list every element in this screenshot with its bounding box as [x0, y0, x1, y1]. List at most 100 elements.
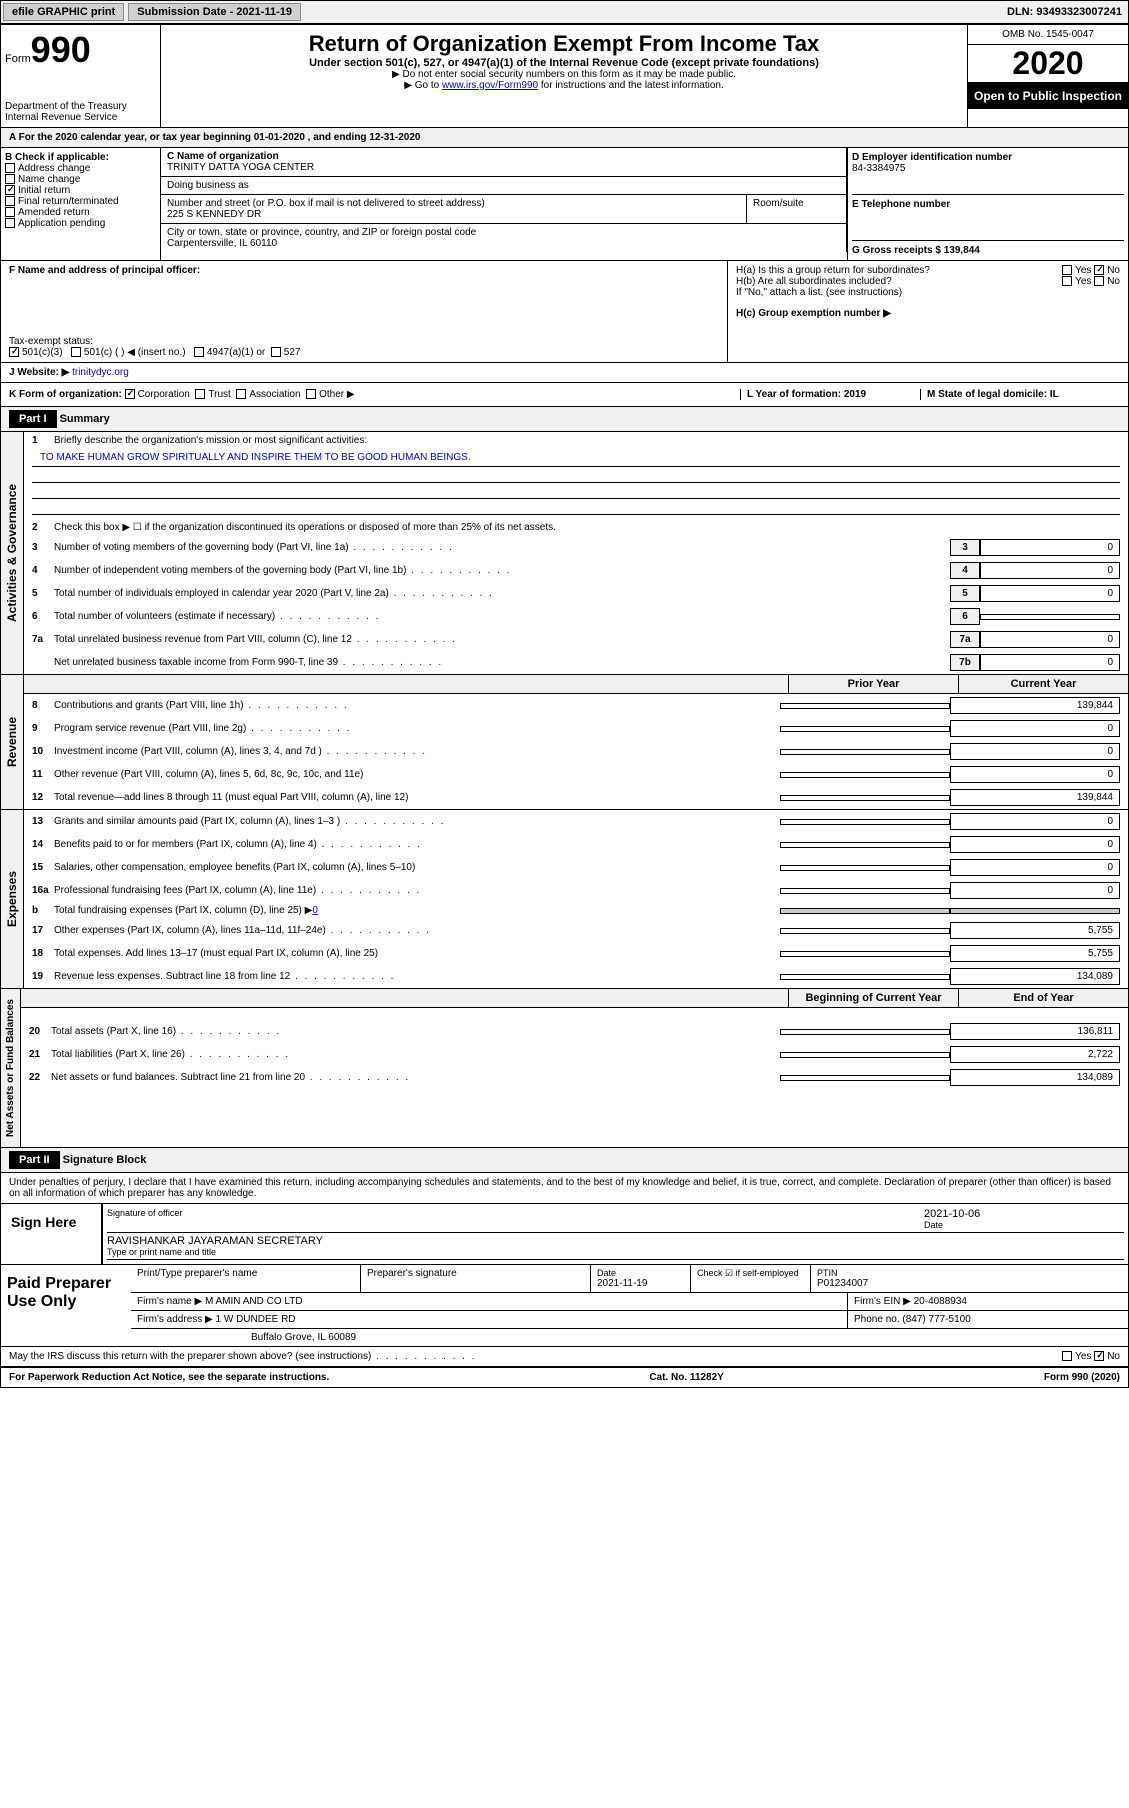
cv12: 139,844 [950, 789, 1120, 806]
d-label: D Employer identification number [852, 152, 1124, 163]
hb-yes-checkbox[interactable] [1062, 276, 1072, 286]
trust-label: Trust [208, 389, 230, 400]
part2-header: Part II Signature Block [1, 1148, 1128, 1173]
line22: Net assets or fund balances. Subtract li… [51, 1072, 780, 1083]
firm-addr2: Buffalo Grove, IL 60089 [131, 1329, 1128, 1346]
instr-post: for instructions and the latest informat… [538, 80, 724, 91]
firm-addr1: 1 W DUNDEE RD [216, 1314, 296, 1325]
501c3-checkbox[interactable] [9, 347, 19, 357]
val6 [980, 614, 1120, 620]
irs-text: Internal Revenue Service [5, 112, 156, 123]
app-pending-checkbox[interactable] [5, 218, 15, 228]
assoc-checkbox[interactable] [236, 389, 246, 399]
g-label: G Gross receipts $ 139,844 [852, 241, 1124, 256]
527-checkbox[interactable] [271, 347, 281, 357]
section-fh: F Name and address of principal officer:… [1, 261, 1128, 363]
governance-label: Activities & Governance [1, 432, 24, 674]
form-title: Return of Organization Exempt From Incom… [167, 31, 961, 57]
line8: Contributions and grants (Part VIII, lin… [54, 700, 780, 711]
hb-yes-label: Yes [1075, 276, 1091, 287]
org-name: TRINITY DATTA YOGA CENTER [167, 162, 840, 173]
instr-ssn: ▶ Do not enter social security numbers o… [167, 69, 961, 80]
other-checkbox[interactable] [306, 389, 316, 399]
net-assets-label: Net Assets or Fund Balances [1, 989, 21, 1147]
cv21: 2,722 [950, 1046, 1120, 1063]
name-change-label: Name change [18, 174, 80, 185]
sig-date-value: 2021-10-06 [924, 1208, 1124, 1220]
cv11: 0 [950, 766, 1120, 783]
prep-date: 2021-11-19 [597, 1278, 684, 1289]
form-label: Form [5, 53, 31, 65]
line14: Benefits paid to or for members (Part IX… [54, 839, 780, 850]
val5: 0 [980, 585, 1120, 602]
501c-checkbox[interactable] [71, 347, 81, 357]
part2-badge: Part II [9, 1151, 60, 1169]
footer: For Paperwork Reduction Act Notice, see … [1, 1368, 1128, 1387]
form990-link[interactable]: www.irs.gov/Form990 [442, 80, 538, 91]
final-return-checkbox[interactable] [5, 196, 15, 206]
revenue-label: Revenue [1, 675, 24, 809]
expenses-label: Expenses [1, 810, 24, 988]
m-label: M State of legal domicile: IL [920, 389, 1120, 400]
initial-return-checkbox[interactable] [5, 185, 15, 195]
submission-date-button[interactable]: Submission Date - 2021-11-19 [128, 3, 301, 21]
val7b: 0 [980, 654, 1120, 671]
501c3-label: 501(c)(3) [22, 347, 63, 358]
line19: Revenue less expenses. Subtract line 18 … [54, 971, 780, 982]
cv16a: 0 [950, 882, 1120, 899]
current-year-hdr: Current Year [958, 675, 1128, 693]
ha-yes-checkbox[interactable] [1062, 265, 1072, 275]
row-a: A For the 2020 calendar year, or tax yea… [1, 128, 1128, 148]
end-year-hdr: End of Year [958, 989, 1128, 1007]
k-label: K Form of organization: [9, 389, 122, 400]
ptin-value: P01234007 [817, 1278, 1122, 1289]
hb-no-checkbox[interactable] [1094, 276, 1104, 286]
j-label: J Website: ▶ [9, 367, 69, 378]
hb-no-label: No [1107, 276, 1120, 287]
line16b-val: 0 [312, 905, 318, 916]
line18: Total expenses. Add lines 13–17 (must eq… [54, 948, 780, 959]
ha-no-checkbox[interactable] [1094, 265, 1104, 275]
begin-year-hdr: Beginning of Current Year [788, 989, 958, 1007]
perjury-text: Under penalties of perjury, I declare th… [1, 1173, 1128, 1204]
part1-header: Part I Summary [1, 407, 1128, 432]
cv17: 5,755 [950, 922, 1120, 939]
ha-label: H(a) Is this a group return for subordin… [736, 265, 1062, 276]
discuss-yes-checkbox[interactable] [1062, 1351, 1072, 1361]
line1-label: Briefly describe the organization's miss… [54, 435, 1120, 446]
hb-note: If "No," attach a list. (see instruction… [736, 287, 1120, 298]
section-b: B Check if applicable: Address change Na… [1, 148, 1128, 261]
name-change-checkbox[interactable] [5, 174, 15, 184]
firm-name: M AMIN AND CO LTD [205, 1296, 303, 1307]
line6: Total number of volunteers (estimate if … [54, 611, 950, 622]
line20: Total assets (Part X, line 16) [51, 1026, 780, 1037]
website-link[interactable]: trinitydyc.org [72, 367, 129, 378]
line10: Investment income (Part VIII, column (A)… [54, 746, 780, 757]
form-subtitle: Under section 501(c), 527, or 4947(a)(1)… [167, 57, 961, 69]
line13: Grants and similar amounts paid (Part IX… [54, 816, 780, 827]
firm-ein: 20-4088934 [914, 1296, 967, 1307]
cv14: 0 [950, 836, 1120, 853]
4947-checkbox[interactable] [194, 347, 204, 357]
tax-year: 2020 [968, 45, 1128, 83]
line11: Other revenue (Part VIII, column (A), li… [54, 769, 780, 780]
discuss-no-label: No [1107, 1351, 1120, 1362]
other-label: Other ▶ [319, 389, 354, 400]
phone-value: (847) 777-5100 [902, 1314, 970, 1325]
discuss-no-checkbox[interactable] [1094, 1351, 1104, 1361]
cv13: 0 [950, 813, 1120, 830]
phone-label: Phone no. [854, 1314, 900, 1325]
ein-value: 84-3384975 [852, 163, 1124, 174]
amended-checkbox[interactable] [5, 207, 15, 217]
val4: 0 [980, 562, 1120, 579]
501c-label: 501(c) ( ) ◀ (insert no.) [84, 347, 186, 358]
corp-checkbox[interactable] [125, 389, 135, 399]
cv20: 136,811 [950, 1023, 1120, 1040]
efile-button[interactable]: efile GRAPHIC print [3, 3, 124, 21]
part1-title: Summary [60, 413, 110, 425]
form-header: Form990 Department of the Treasury Inter… [1, 25, 1128, 128]
print-type-label: Print/Type preparer's name [131, 1265, 361, 1292]
trust-checkbox[interactable] [195, 389, 205, 399]
row-k: K Form of organization: Corporation Trus… [1, 383, 1128, 407]
address-change-checkbox[interactable] [5, 163, 15, 173]
